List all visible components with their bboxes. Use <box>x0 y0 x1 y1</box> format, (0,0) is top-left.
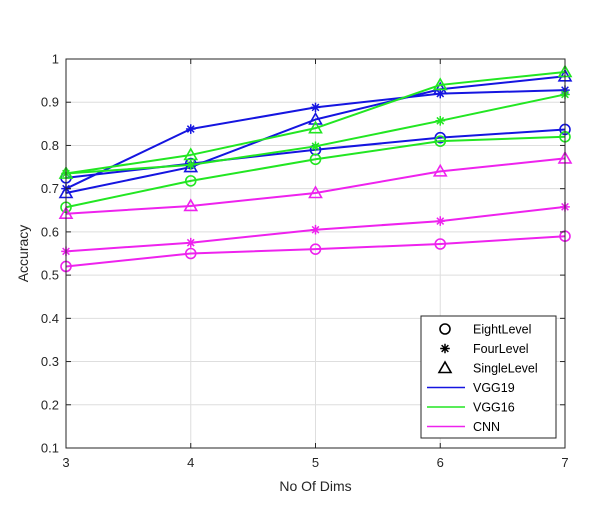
data-point-vgg16-eightlevel <box>434 135 447 147</box>
y-tick-label: 0.6 <box>41 224 59 239</box>
data-point-vgg19-eightlevel <box>434 131 447 144</box>
data-point-cnn-fourlevel <box>185 237 196 248</box>
data-point-vgg16-singlelevel <box>183 147 199 161</box>
data-point-vgg19-fourlevel <box>185 124 196 134</box>
legend-label-eightlevel: EightLevel <box>473 323 531 337</box>
legend-label-vgg16: VGG16 <box>473 401 515 415</box>
series-line-vgg19-singlelevel <box>65 75 566 194</box>
series-vgg19-singlelevel <box>58 68 573 199</box>
y-tick-label: 0.1 <box>41 441 59 456</box>
y-tick-label: 0.3 <box>41 354 59 369</box>
data-point-cnn-singlelevel <box>183 198 199 212</box>
data-point-cnn-eightlevel <box>184 247 197 260</box>
data-point-vgg16-fourlevel <box>310 141 321 152</box>
legend-label-singlelevel: SingleLevel <box>473 362 538 376</box>
legend-label-vgg19: VGG19 <box>473 381 515 395</box>
data-point-vgg16-singlelevel <box>432 77 448 91</box>
data-point-vgg19-singlelevel <box>183 159 199 173</box>
series-line-vgg16-eightlevel <box>65 135 566 209</box>
legend-marker-singlelevel <box>437 360 453 374</box>
data-point-cnn-eightlevel <box>434 238 447 250</box>
y-tick-label: 0.8 <box>41 138 59 153</box>
data-point-vgg19-singlelevel <box>432 81 448 95</box>
y-tick-label: 0.2 <box>41 397 59 412</box>
data-point-cnn-fourlevel <box>435 216 446 226</box>
y-tick-label: 0.9 <box>41 95 59 110</box>
series-line-vgg16-singlelevel <box>65 70 566 175</box>
data-point-vgg19-fourlevel <box>310 102 321 113</box>
series-vgg16-singlelevel <box>58 64 573 179</box>
y-tick-label: 1 <box>52 52 59 67</box>
data-point-vgg19-singlelevel <box>308 111 323 125</box>
legend-label-cnn: CNN <box>473 420 500 434</box>
series-line-cnn-eightlevel <box>65 235 566 268</box>
data-point-vgg16-fourlevel <box>185 160 196 170</box>
legend-label-fourlevel: FourLevel <box>473 342 529 356</box>
legend: EightLevel FourLevel SingleLevel VGG19 VGG16… <box>420 315 557 439</box>
y-tick-label: 0.7 <box>41 181 59 196</box>
x-tick-label: 3 <box>62 455 69 470</box>
data-point-cnn-singlelevel <box>432 163 448 177</box>
legend-marker-fourlevel <box>440 343 450 354</box>
series-line-cnn-singlelevel <box>65 157 566 215</box>
ticks: 3 4 5 6 7 0.1 0.2 0.3 0.4 0.5 0.6 0.7 0.8 0.9 1 <box>41 52 569 471</box>
data-point-cnn-singlelevel <box>308 185 323 199</box>
data-point-cnn-fourlevel <box>310 224 321 235</box>
x-tick-label: 6 <box>437 455 444 470</box>
y-axis-label: Accuracy <box>15 225 31 283</box>
y-tick-label: 0.5 <box>41 268 59 283</box>
y-tick-label: 0.4 <box>41 311 59 326</box>
x-tick-label: 7 <box>561 455 568 470</box>
legend-marker-eightlevel <box>439 323 451 335</box>
x-tick-label: 4 <box>187 455 194 470</box>
x-tick-label: 5 <box>312 455 319 470</box>
data-point-vgg16-fourlevel <box>435 116 446 126</box>
series-vgg16-eightlevel <box>60 131 571 214</box>
data-point-vgg16-eightlevel <box>184 175 197 187</box>
data-point-vgg16-eightlevel <box>309 153 322 166</box>
data-point-cnn-eightlevel <box>309 243 322 255</box>
x-axis-label: No Of Dims <box>279 478 351 494</box>
legend-box <box>420 315 557 439</box>
data-point-vgg16-singlelevel <box>308 120 323 134</box>
